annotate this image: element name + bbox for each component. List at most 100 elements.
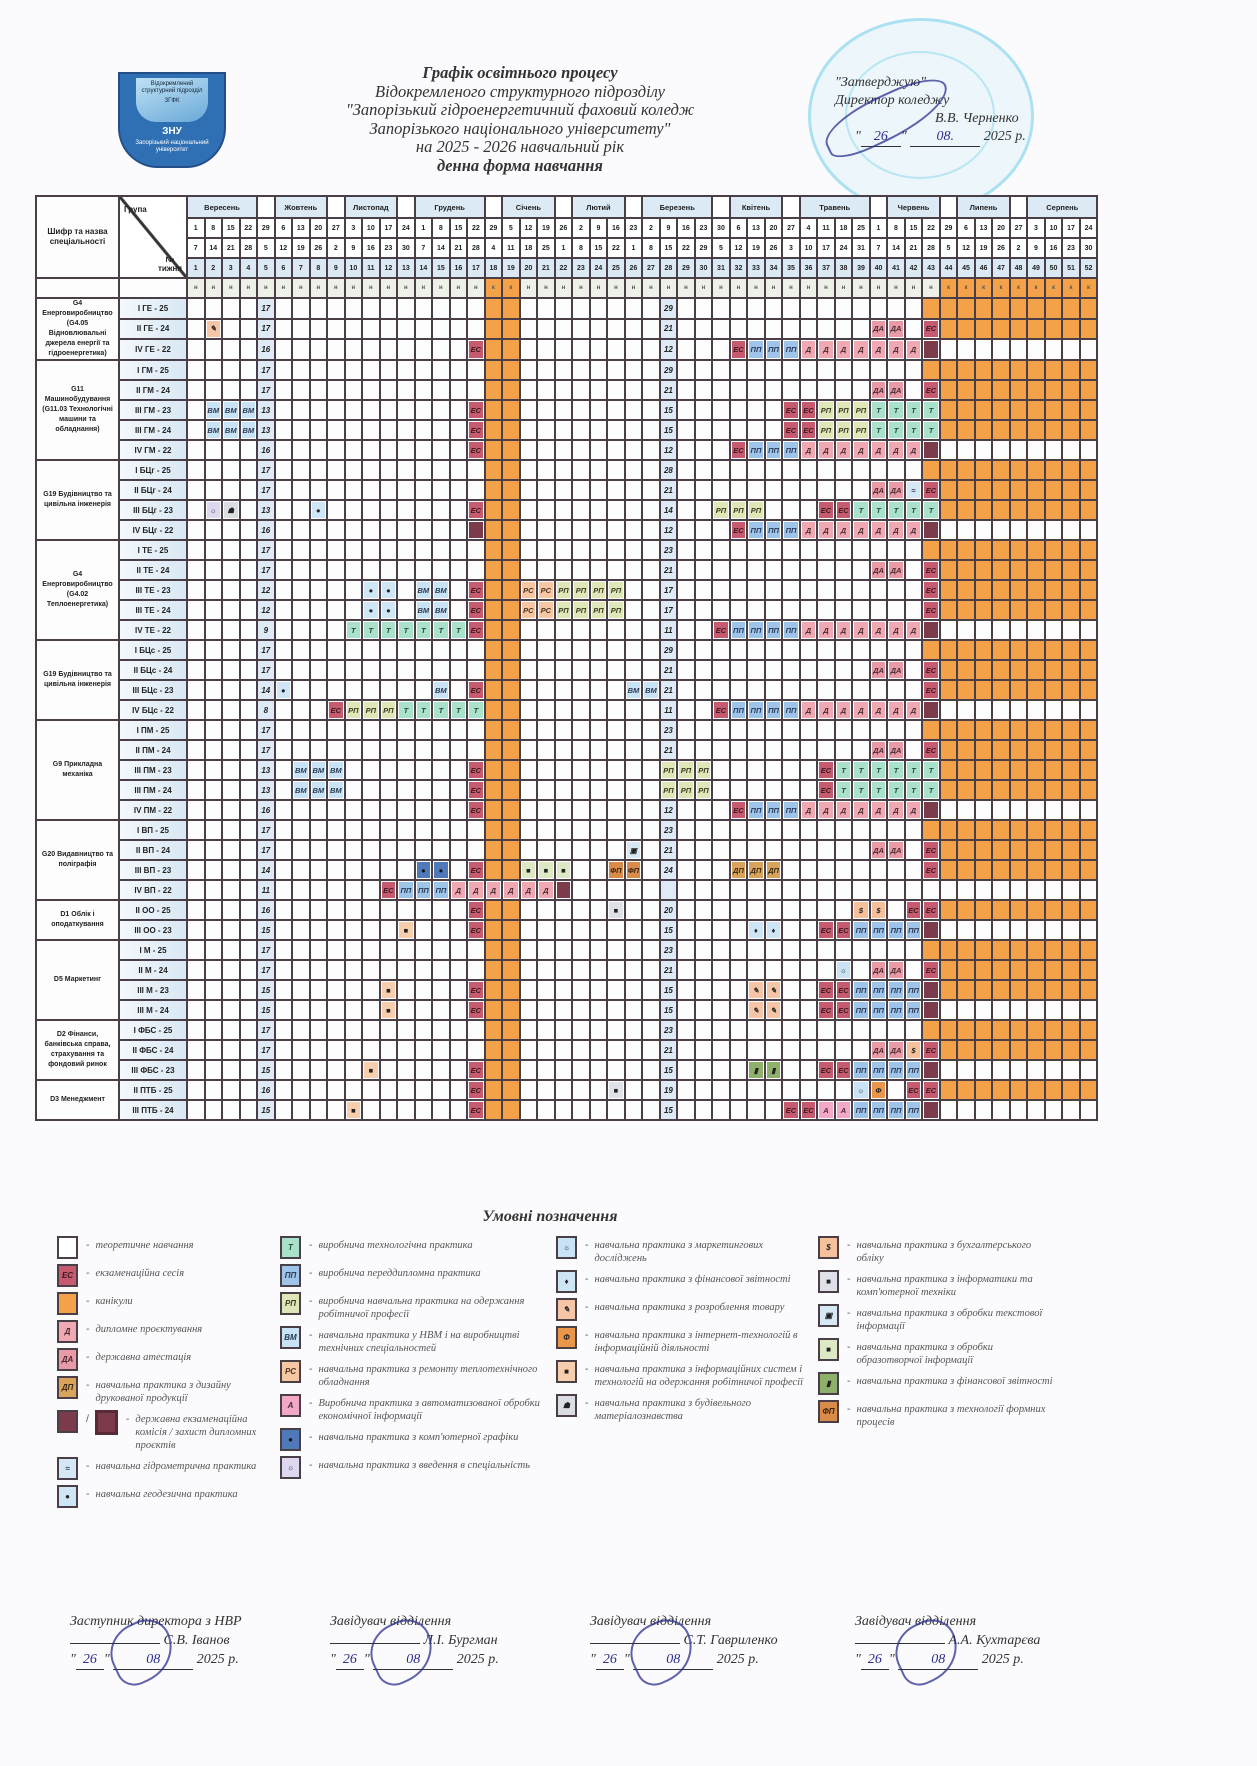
week-cell: ● (308, 499, 329, 521)
week-cell (343, 359, 364, 381)
week-cell (816, 459, 836, 481)
week-cell (518, 297, 539, 320)
week-cell (763, 599, 784, 621)
week-cell (1043, 1039, 1064, 1061)
week-cell (203, 739, 223, 761)
week-cell (203, 359, 223, 381)
holiday-fill (1046, 762, 1061, 778)
week-cell (1061, 899, 1081, 921)
week-cell (431, 539, 451, 561)
week-cell: ДА (886, 479, 906, 501)
week-cell (291, 919, 311, 941)
week-cell (1061, 659, 1081, 681)
legend-item: ■ - навчальна практика з інформатики та ко… (818, 1270, 1058, 1299)
workshop-practice: ВМ (329, 782, 343, 798)
group-name: II М - 24 (118, 959, 188, 981)
week-cell (273, 419, 294, 441)
week-cell (798, 779, 819, 801)
week-cell (571, 1059, 591, 1081)
exam-session: ЕС (469, 862, 483, 878)
week-cell (676, 659, 696, 681)
exam-session: ЕС (57, 1264, 78, 1287)
holiday-fill (994, 462, 1008, 478)
week-cell (483, 1099, 504, 1121)
week-cell (711, 599, 731, 621)
week-cell (1026, 679, 1046, 701)
week-cell: ЕС (921, 599, 941, 621)
holiday-fill (994, 822, 1008, 838)
semester1-weeks: 17 (256, 379, 276, 401)
week-cell (571, 799, 591, 821)
week-cell (746, 1079, 766, 1101)
week-number: 43 (921, 257, 941, 279)
week-cell (1078, 559, 1099, 581)
holiday-fill (976, 942, 991, 958)
week-cell (798, 317, 819, 341)
week-end: 5 (711, 237, 731, 259)
week-cell (483, 559, 504, 581)
week-cell (378, 359, 399, 381)
holiday-fill (1011, 942, 1026, 958)
week-cell (291, 439, 311, 461)
specialty-name: G4 Енерговиробництво (G4.02 Теплоенергет… (35, 539, 120, 641)
week-cell (938, 359, 959, 381)
week-cell (273, 939, 294, 961)
week-cell (238, 1039, 259, 1061)
week-start: 29 (256, 217, 276, 239)
workshop-practice: ВМ (280, 1326, 301, 1349)
week-cell (973, 819, 994, 841)
week-cell (571, 439, 591, 461)
week-cell (851, 959, 871, 981)
signature-year: 2025 р. (456, 1652, 499, 1667)
week-cell (781, 317, 801, 341)
week-cell (378, 419, 399, 441)
week-cell (1078, 979, 1099, 1001)
week-cell (448, 959, 469, 981)
week-cell (973, 439, 994, 461)
week-cell: Д (868, 439, 889, 461)
week-cell (186, 639, 206, 661)
week-cell (798, 359, 819, 381)
week-cell: ■ (536, 859, 556, 881)
diploma: Д (871, 442, 886, 458)
week-cell (378, 1059, 399, 1081)
week-cell (606, 939, 626, 961)
week-cell (816, 1079, 836, 1101)
week-cell (956, 297, 976, 320)
week-cell (763, 559, 784, 581)
holiday-fill (486, 341, 501, 359)
week-cell: Т (903, 759, 924, 781)
holiday-fill (1046, 382, 1061, 398)
week-cell (536, 639, 556, 661)
holiday-fill (959, 762, 973, 778)
week-cell (676, 1059, 696, 1081)
week-cell (273, 379, 294, 401)
week-cell (973, 999, 994, 1021)
week-cell (711, 899, 731, 921)
week-cell (623, 359, 644, 381)
exam-session: ЕС (924, 320, 938, 338)
holiday-fill (1046, 402, 1061, 418)
week-cell (1043, 338, 1064, 361)
signature-month: 08 (113, 1650, 194, 1670)
semester2-weeks: 23 (658, 539, 679, 561)
week-cell: $ (868, 899, 889, 921)
week-cell (938, 338, 959, 361)
week-cell (466, 459, 486, 481)
holiday-fill (994, 562, 1008, 578)
week-cell (326, 499, 346, 521)
week-cell (518, 359, 539, 381)
workshop-practice: ВМ (434, 582, 448, 598)
week-cell (571, 519, 591, 541)
week-type-mark: н (448, 277, 469, 299)
holiday-fill (504, 982, 518, 998)
week-type-mark: н (658, 277, 679, 299)
diploma: Д (889, 802, 903, 818)
week-cell: Д (886, 619, 906, 641)
week-cell (921, 459, 941, 481)
holiday-fill (976, 402, 991, 418)
week-cell: Д (816, 799, 836, 821)
week-cell (588, 899, 609, 921)
week-cell (448, 419, 469, 441)
week-cell (553, 779, 574, 801)
